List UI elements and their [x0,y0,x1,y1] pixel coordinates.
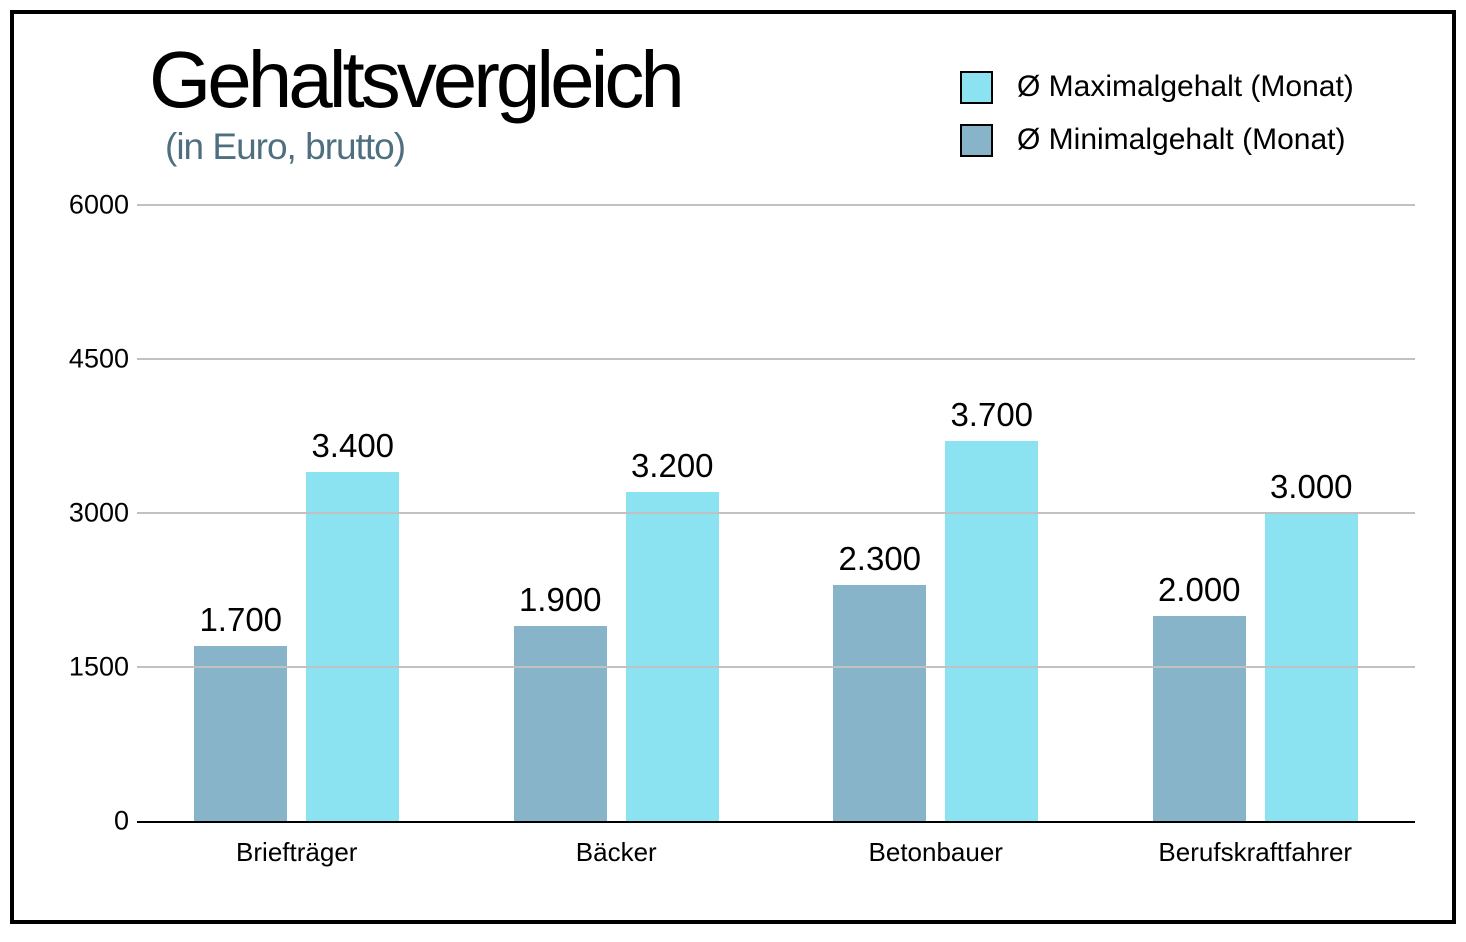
min-bar-value-label: 2.000 [1157,570,1241,608]
min-bar [833,584,927,821]
category-label: Briefträger [236,837,358,867]
legend-item-max: Ø Maximalgehalt (Monat) [960,70,1354,104]
y-tick-label-3000: 3000 [68,497,129,528]
y-tick-label-6000: 6000 [68,189,129,220]
min-bar [1152,615,1246,821]
min-bar-wrap: 2.000 [1152,205,1246,821]
bar-group-2: 1.900 3.200 Bäcker [513,205,719,867]
max-bar-wrap: 3.200 [625,205,719,821]
max-bar [625,492,719,821]
legend-swatch-min-icon [960,123,993,157]
min-bar-wrap: 1.900 [513,205,607,821]
chart-subtitle: (in Euro, brutto) [165,126,406,167]
chart-frame: Gehaltsvergleich (in Euro, brutto) Ø Max… [10,10,1456,924]
max-bar [945,441,1039,821]
min-bar [194,646,288,821]
bar-groups: 1.700 3.400 Briefträger 1.900 3.200 Bäcker 2.3… [137,205,1415,867]
max-bar-wrap: 3.400 [306,205,400,821]
category-label: Bäcker [575,837,657,867]
max-bar [306,471,400,821]
gridline-4500 [137,358,1415,360]
min-bar [513,625,607,821]
min-bar-value-label: 2.300 [838,539,922,577]
bar-group-3: 2.300 3.700 Betonbauer [833,205,1039,867]
max-bar-value-label: 3.200 [630,447,714,485]
bar-group-1: 1.700 3.400 Briefträger [194,205,400,867]
y-tick-label-1500: 1500 [68,651,129,682]
min-bar-value-label: 1.900 [518,580,602,618]
plot-area: 1.700 3.400 Briefträger 1.900 3.200 Bäcker 2.3… [137,204,1415,867]
min-bar-wrap: 2.300 [833,205,927,821]
legend-item-min: Ø Minimalgehalt (Monat) [960,123,1354,157]
chart-title: Gehaltsvergleich [149,35,685,124]
max-bar-wrap: 3.700 [945,205,1039,821]
gridline-1500 [137,666,1415,668]
legend: Ø Maximalgehalt (Monat) Ø Minimalgehalt … [960,70,1354,176]
gridline-3000 [137,512,1415,514]
title-block: Gehaltsvergleich (in Euro, brutto) [149,35,685,168]
gridline-6000 [137,204,1415,206]
y-tick-label-4500: 4500 [68,343,129,374]
legend-label-min: Ø Minimalgehalt (Monat) [1017,123,1346,156]
category-label: Berufskraftfahrer [1158,837,1353,867]
legend-label-max: Ø Maximalgehalt (Monat) [1017,70,1354,103]
min-bar-wrap: 1.700 [194,205,288,821]
min-bar-value-label: 1.700 [199,601,283,639]
y-axis-labels: 0 1500 3000 4500 6000 [34,190,129,836]
legend-swatch-max-icon [960,70,993,104]
max-bar-value-label: 3.000 [1269,468,1353,505]
max-bar-value-label: 3.400 [311,426,395,464]
category-label: Betonbauer [868,837,1003,867]
y-tick-label-0: 0 [113,805,129,836]
max-bar-value-label: 3.700 [950,396,1034,434]
x-axis-line [137,821,1415,823]
